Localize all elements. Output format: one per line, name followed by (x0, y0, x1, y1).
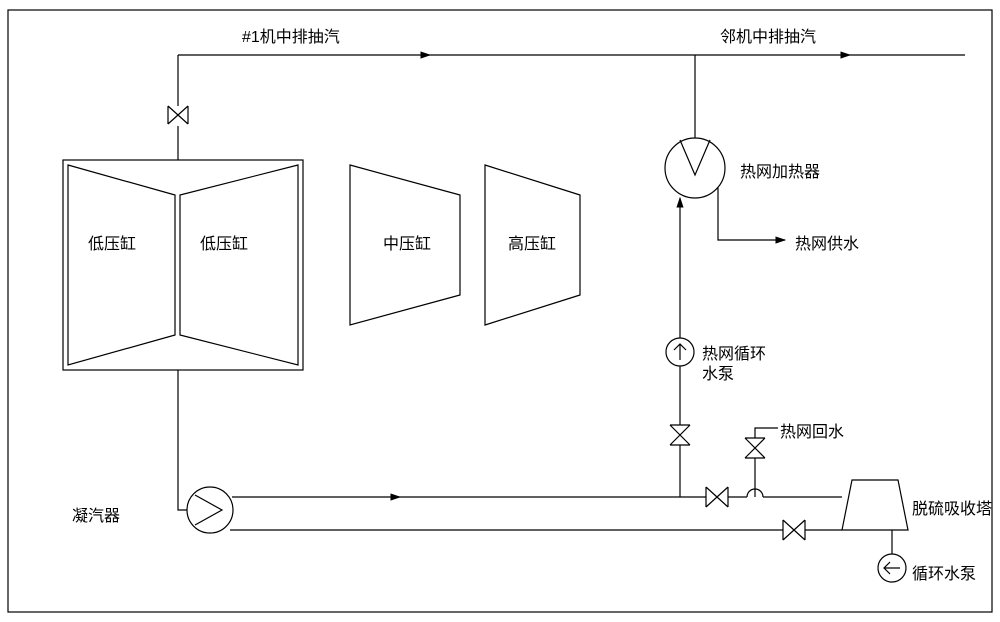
label-top-right: 邻机中排抽汽 (720, 23, 816, 47)
condenser-icon (187, 487, 233, 533)
valve-icon (670, 425, 690, 445)
label-heater: 热网加热器 (740, 158, 820, 182)
label-lp1: 低压缸 (88, 230, 136, 254)
label-hp: 高压缸 (508, 230, 556, 254)
tower-icon (842, 480, 908, 530)
label-lp2: 低压缸 (200, 230, 248, 254)
outer-border (8, 10, 992, 612)
label-main-pump: 循环水泵 (912, 560, 976, 584)
label-tower: 脱硫吸收塔 (912, 495, 992, 519)
label-top-left: #1机中排抽汽 (242, 23, 340, 47)
label-supply-water: 热网供水 (795, 230, 859, 254)
line-return-water (755, 428, 778, 438)
diagram-svg (0, 0, 1000, 622)
lp-outer-box (63, 160, 303, 370)
valve-icon (706, 487, 728, 507)
lp-right-cylinder (180, 165, 298, 365)
label-return-water: 热网回水 (780, 418, 844, 442)
lp-left-cylinder (68, 165, 175, 365)
label-circ-pump-2: 水泵 (702, 360, 734, 384)
heater-symbol (665, 138, 725, 198)
line-supply-water (718, 188, 785, 240)
label-ip: 中压缸 (383, 230, 431, 254)
diagram-canvas: #1机中排抽汽 邻机中排抽汽 低压缸 低压缸 中压缸 高压缸 热网加热器 热网供… (0, 0, 1000, 622)
valve-icon (745, 438, 765, 458)
valve-icon (783, 520, 805, 540)
label-condenser: 凝汽器 (72, 502, 120, 526)
valve-icon (168, 106, 188, 124)
